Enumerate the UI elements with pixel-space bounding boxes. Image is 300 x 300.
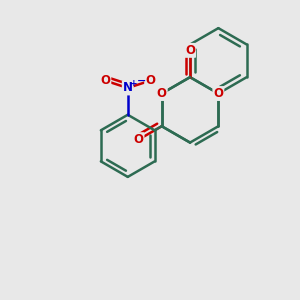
Text: −: − <box>137 76 146 86</box>
Text: O: O <box>134 133 143 146</box>
Text: N: N <box>123 82 133 94</box>
Text: O: O <box>185 44 195 57</box>
Text: +: + <box>130 79 138 88</box>
Text: O: O <box>157 87 167 100</box>
Text: O: O <box>213 87 224 100</box>
Text: O: O <box>145 74 155 87</box>
Text: O: O <box>100 74 110 87</box>
